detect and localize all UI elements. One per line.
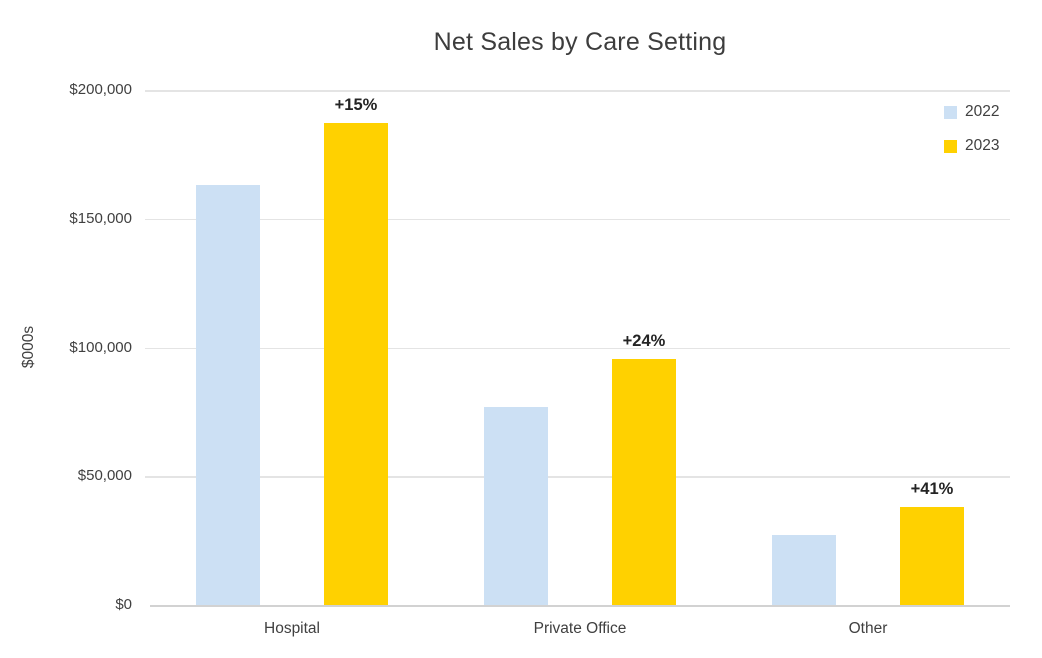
legend-swatch-2022 bbox=[944, 105, 957, 119]
gridline bbox=[145, 347, 1010, 349]
category-label: Private Office bbox=[533, 620, 627, 637]
y-tick-label: $200,000 bbox=[69, 81, 132, 98]
legend: 2022 2023 bbox=[944, 104, 999, 154]
bar-2022-hospital bbox=[196, 185, 260, 605]
y-tick-label: $150,000 bbox=[69, 209, 132, 227]
y-tick-label: $100,000 bbox=[69, 338, 132, 356]
bar-2022-private-office bbox=[484, 406, 548, 605]
bar-2023-private-office bbox=[612, 359, 676, 605]
x-axis-labels: Hospital Private Office Other bbox=[150, 605, 1010, 658]
bar-2023-hospital bbox=[324, 123, 388, 605]
category-label: Hospital bbox=[264, 620, 320, 637]
chart-title: Net Sales by Care Setting bbox=[433, 28, 727, 56]
legend-label-2022: 2022 bbox=[965, 103, 1000, 120]
legend-label-2023: 2023 bbox=[965, 137, 1000, 154]
gridline bbox=[145, 476, 1010, 478]
legend-item-2022: 2022 bbox=[944, 104, 999, 120]
y-axis-labels: $0 $50,000 $100,000 $150,000 $200,000 bbox=[0, 81, 132, 613]
y-tick-label: $50,000 bbox=[77, 467, 132, 485]
bar-2023-other bbox=[900, 507, 964, 605]
gridline bbox=[145, 90, 1010, 92]
y-tick-label: $0 bbox=[115, 596, 132, 613]
pct-change-label: +24% bbox=[622, 332, 666, 351]
legend-swatch-2023 bbox=[944, 139, 957, 153]
bar-2022-other bbox=[772, 535, 836, 605]
pct-change-label: +15% bbox=[334, 96, 378, 115]
pct-change-label: +41% bbox=[910, 480, 954, 499]
gridline bbox=[145, 218, 1010, 221]
category-label: Other bbox=[848, 620, 888, 637]
legend-item-2023: 2023 bbox=[944, 138, 999, 154]
plot-area: +15% +24% +41% bbox=[145, 90, 1010, 607]
